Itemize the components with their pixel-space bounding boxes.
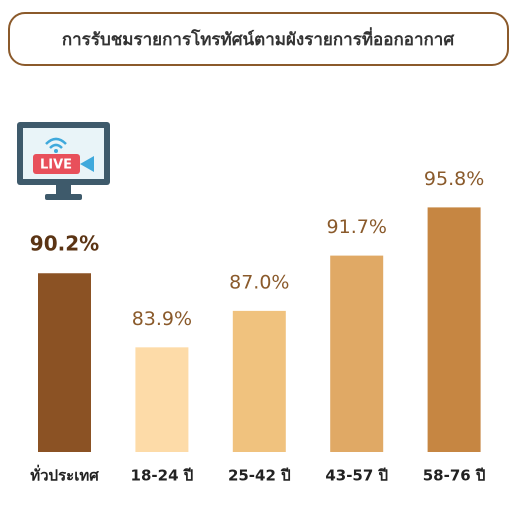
bar: [427, 207, 481, 452]
value-label: 90.2%: [30, 232, 99, 256]
bar: [135, 347, 189, 452]
x-tick-label: 43-57 ปี: [325, 467, 388, 485]
title-box: [8, 12, 509, 66]
value-label: 95.8%: [424, 168, 484, 190]
value-label: 91.7%: [327, 216, 387, 238]
x-tick-label: 25-42 ปี: [228, 467, 291, 485]
tv-icon: LIVE: [17, 122, 110, 200]
x-tick-label: 58-76 ปี: [423, 467, 486, 485]
bar: [232, 310, 286, 452]
x-tick-label: 18-24 ปี: [131, 467, 194, 485]
x-tick-label: ทั่วประเทศ: [30, 465, 99, 485]
value-label: 83.9%: [132, 308, 192, 330]
value-label: 87.0%: [229, 271, 289, 293]
bar: [38, 273, 91, 452]
bar: [330, 255, 384, 452]
chart-title: การรับชมรายการโทรทัศน์ตามผังรายการที่ออก…: [62, 27, 456, 50]
svg-text:LIVE: LIVE: [40, 158, 72, 173]
